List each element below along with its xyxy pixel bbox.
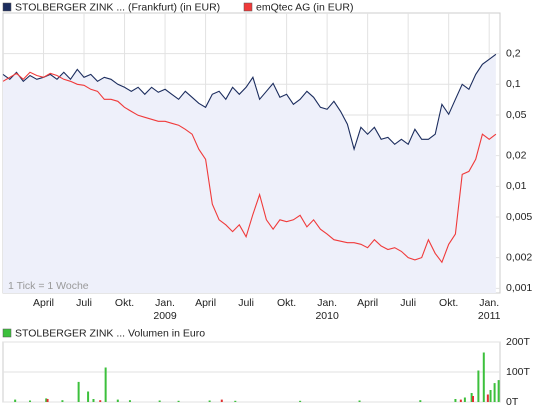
line (2, 53, 497, 152)
bar (61, 400, 64, 402)
bar (470, 393, 473, 402)
bar (77, 381, 80, 402)
bar (92, 399, 95, 402)
bar (208, 400, 211, 402)
x-tick-label: Jan. (155, 297, 175, 309)
bar (220, 399, 223, 402)
y-tick-label: 0,001 (506, 282, 532, 294)
x-tick-label: Okt. (439, 297, 458, 309)
bar (459, 399, 462, 402)
legend-label: emQtec AG (in EUR) (256, 1, 353, 13)
x-tick-label: April (33, 297, 54, 309)
bar (177, 400, 180, 402)
annotation: 1 Tick = 1 Woche (8, 280, 89, 292)
bar (477, 370, 480, 402)
bar (158, 400, 161, 402)
bar (493, 383, 496, 402)
legend-swatch (243, 2, 253, 12)
bar (419, 400, 422, 402)
x-tick-label: Jan. (479, 297, 499, 309)
bar (234, 400, 237, 402)
bar (486, 394, 489, 402)
x-year-label: 2009 (153, 310, 177, 322)
x-tick-label: Jan. (317, 297, 337, 309)
bar (463, 397, 466, 402)
bar (128, 400, 131, 402)
x-tick-label: April (195, 297, 216, 309)
y-tick-label: 0,01 (506, 180, 527, 192)
x-tick-label: Okt. (115, 297, 134, 309)
bar (471, 396, 474, 402)
y-tick-label: 0T (506, 396, 519, 408)
y-tick-label: 200T (506, 336, 531, 348)
bar (45, 398, 48, 402)
bar (46, 399, 49, 402)
y-tick-label: 0,2 (506, 47, 521, 59)
bar (497, 380, 500, 402)
bar (99, 400, 102, 402)
x-tick-label: April (357, 297, 378, 309)
y-tick-label: 0,1 (506, 78, 521, 90)
line (2, 71, 497, 264)
x-tick-label: Juli (238, 297, 254, 309)
y-tick-label: 0,02 (506, 149, 527, 161)
legend-label: STOLBERGER ZINK ... Volumen in Euro (15, 327, 205, 339)
x-year-label: 2010 (315, 310, 339, 322)
bar (87, 391, 90, 402)
bar (454, 399, 457, 402)
bar (104, 367, 107, 402)
x-tick-label: Okt. (277, 297, 296, 309)
bar (489, 390, 492, 402)
y-tick-label: 0,05 (506, 109, 527, 121)
bar (299, 400, 302, 402)
y-tick-label: 0,002 (506, 251, 532, 263)
x-tick-label: Juli (76, 297, 92, 309)
bar (482, 352, 485, 402)
legend-swatch (2, 2, 12, 12)
bar (358, 400, 361, 402)
y-tick-label: 100T (506, 366, 531, 378)
area (3, 54, 496, 293)
x-year-label: 2011 (478, 310, 501, 322)
y-tick-label: 0,005 (506, 211, 532, 223)
legend-label: STOLBERGER ZINK ... (Frankfurt) (in EUR) (15, 1, 220, 13)
legend-swatch (2, 328, 12, 338)
bar (14, 399, 17, 402)
bar (116, 399, 119, 402)
bar (29, 400, 32, 402)
x-tick-label: Juli (400, 297, 416, 309)
